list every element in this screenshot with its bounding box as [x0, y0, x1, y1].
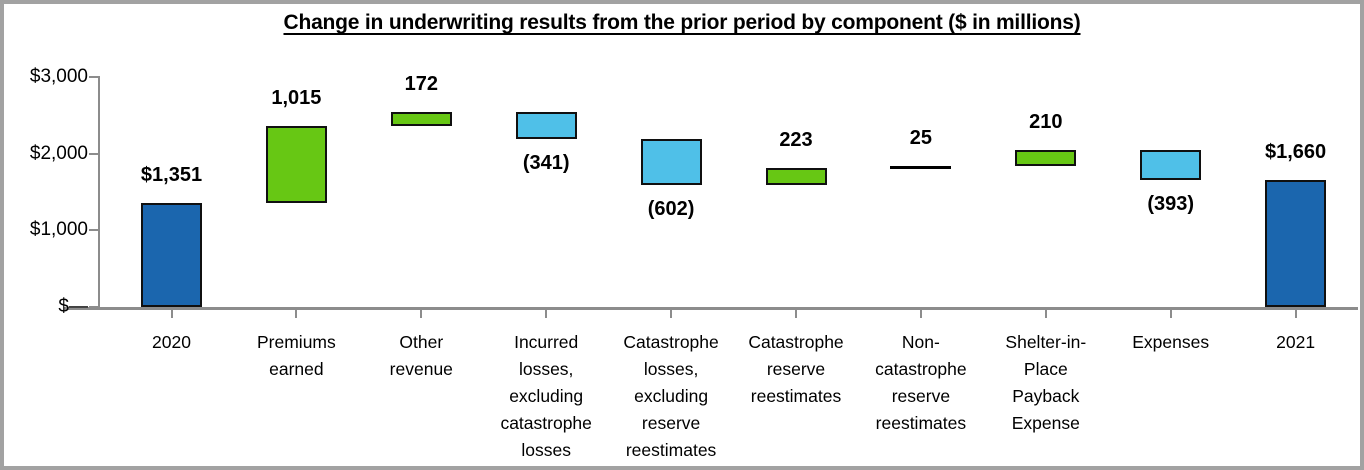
bar-value-label: (341) [522, 151, 570, 174]
x-axis-tick [919, 310, 922, 318]
bar-incurred-losses-excluding-catastrophe-losses [515, 112, 577, 139]
x-axis-category-label: Non- catastrophe reserve reestimates [875, 332, 967, 433]
y-axis-tick-label: $2,000 [29, 142, 88, 164]
x-axis-tick [1169, 310, 1172, 318]
x-axis-category-label: 2021 [1276, 332, 1316, 352]
x-axis-tick [170, 310, 173, 318]
y-axis-tick [89, 229, 98, 232]
bar-value-label: $1,660 [1265, 140, 1327, 163]
x-axis-category-label: Premiums earned [257, 332, 336, 379]
x-axis-tick [1294, 310, 1297, 318]
y-axis-line [98, 76, 100, 310]
bar-non-catastrophe-reserve-reestimates [890, 165, 952, 169]
bar-2021 [1265, 179, 1327, 307]
bar-catastrophe-reserve-reestimates [765, 167, 827, 185]
bar-expenses [1140, 149, 1202, 180]
x-axis-tick [670, 310, 673, 318]
bar-value-label: 223 [779, 128, 813, 151]
chart-title: Change in underwriting results from the … [283, 11, 1081, 34]
bar-shelter-in-place-payback-expense [1015, 149, 1077, 166]
bar-value-label: 25 [909, 126, 933, 149]
bar-value-label: $1,351 [140, 164, 203, 187]
y-axis-tick-label: $1,000 [29, 219, 88, 241]
x-axis-category-label: Catastrophe losses, excluding reserve re… [623, 332, 719, 460]
x-axis-tick [420, 310, 423, 318]
bar-value-label: 210 [1029, 110, 1063, 133]
y-axis-tick-label: $— [58, 296, 88, 317]
bar-value-label: (393) [1147, 192, 1195, 215]
x-axis-category-label: Catastrophe reserve reestimates [748, 332, 844, 406]
bar-value-label: 172 [404, 73, 438, 96]
x-axis-category-label: Other revenue [389, 332, 453, 379]
waterfall-plot: $3,000 $2,000 $1,000 $— $1,351 2020 1,015 Premi… [4, 4, 1360, 466]
y-axis-tick-label: $3,000 [29, 66, 88, 87]
x-axis-tick [295, 310, 298, 318]
bar-value-label: 1,015 [271, 86, 322, 109]
bar-value-label: (602) [647, 197, 695, 220]
x-axis-category-label: Expenses [1132, 332, 1210, 352]
y-axis-tick [89, 306, 98, 308]
bar-catastrophe-losses-excluding-reserve-reestimates [640, 138, 702, 185]
x-axis-category-label: Shelter-in- Place Payback Expense [1005, 332, 1087, 433]
y-axis-tick [89, 152, 98, 155]
x-axis-tick [1044, 310, 1047, 318]
x-axis-line [64, 307, 1358, 310]
x-axis-tick [795, 310, 797, 318]
x-axis-category-label: 2020 [152, 332, 191, 352]
bar-premiums-earned [265, 125, 327, 204]
x-axis-category-label: Incurred losses, excluding catastrophe l… [500, 332, 592, 460]
y-axis-tick [89, 76, 98, 78]
x-axis-tick [545, 310, 548, 318]
bar-other-revenue [390, 112, 452, 126]
bar-2020 [141, 203, 202, 307]
